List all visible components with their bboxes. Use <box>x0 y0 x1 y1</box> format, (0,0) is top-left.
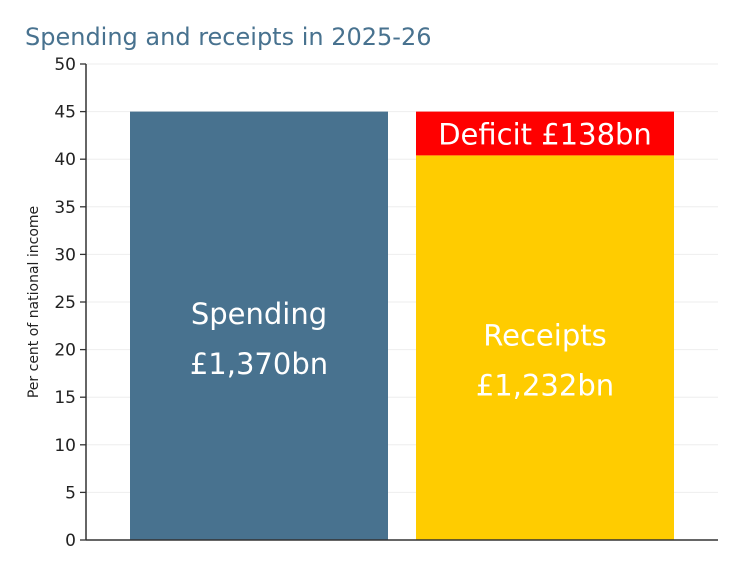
spending-value: £1,370bn <box>190 347 328 381</box>
y-tick-label: 5 <box>65 483 76 503</box>
y-tick-label: 50 <box>54 55 76 75</box>
chart-title: Spending and receipts in 2025-26 <box>25 23 432 51</box>
spending-label: Spending <box>191 297 327 331</box>
y-axis-label: Per cent of national income <box>26 206 42 398</box>
y-tick-label: 10 <box>54 436 76 456</box>
y-tick-label: 30 <box>54 245 76 265</box>
deficit-label: Deficit £138bn <box>438 117 652 151</box>
bars: Spending £1,370bn Deficit £138bn Receipts £1… <box>130 111 674 540</box>
y-tick-label: 45 <box>54 103 76 123</box>
receipts-bar-segment-0 <box>416 155 674 540</box>
y-tick-label: 25 <box>54 293 76 313</box>
receipts-label: Receipts <box>483 319 606 353</box>
receipts-value: £1,232bn <box>476 369 614 403</box>
y-axis: 0 5 10 15 20 25 30 35 40 45 50 <box>54 55 718 551</box>
spending-bar-segment-0 <box>130 111 388 540</box>
y-tick-label: 15 <box>54 388 76 408</box>
y-tick-label: 40 <box>54 150 76 170</box>
y-tick-label: 0 <box>65 531 76 551</box>
y-tick-label: 35 <box>54 198 76 218</box>
receipts-bar-segment-1 <box>416 111 674 156</box>
y-tick-label: 20 <box>54 341 76 361</box>
